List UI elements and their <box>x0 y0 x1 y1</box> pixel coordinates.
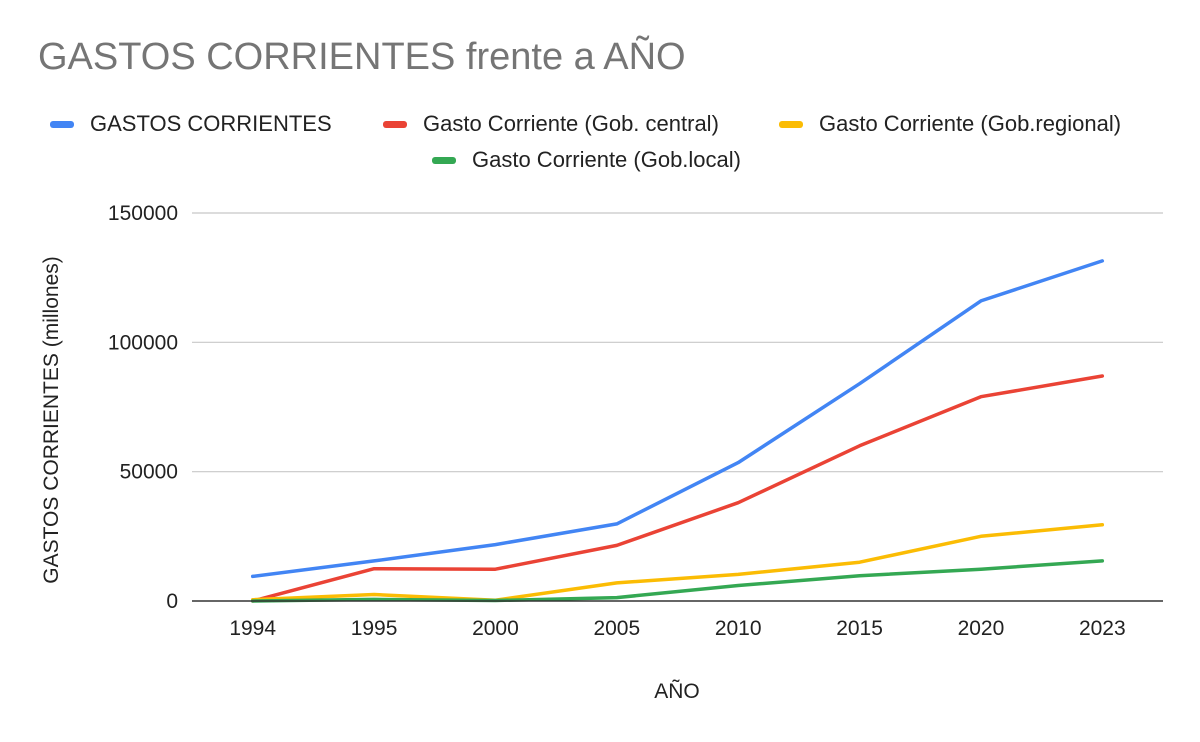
legend-swatch <box>432 156 456 164</box>
chart-title: GASTOS CORRIENTES frente a AÑO <box>38 36 686 78</box>
y-tick-label: 0 <box>166 590 178 613</box>
axes: 0 50000 100000 150000 1994 1995 2000 2005 2010 20… <box>108 202 1163 640</box>
x-tick-label: 2023 <box>1079 617 1126 640</box>
legend-item-gob-central[interactable]: Gasto Corriente (Gob. central) <box>383 106 719 142</box>
series-line-gasto-corriente-gob-local <box>250 559 1105 603</box>
y-tick-label: 50000 <box>120 461 178 484</box>
x-tick-label: 2000 <box>472 617 519 640</box>
series-lines <box>250 259 1105 603</box>
legend-item-gastos-corrientes[interactable]: GASTOS CORRIENTES <box>50 106 332 142</box>
legend-item-gob-regional[interactable]: Gasto Corriente (Gob.regional) <box>779 106 1121 142</box>
series-line-gasto-corriente-gob-central <box>250 374 1105 603</box>
series-line-gasto-corriente-gob-regional <box>250 522 1105 602</box>
legend-swatch <box>779 120 803 128</box>
legend-label: Gasto Corriente (Gob. central) <box>423 111 719 136</box>
x-tick-label: 2020 <box>958 617 1005 640</box>
x-tick-label: 2015 <box>836 617 883 640</box>
x-tick-label: 1994 <box>229 617 276 640</box>
legend-swatch <box>383 120 407 128</box>
legend-label: GASTOS CORRIENTES <box>90 111 332 136</box>
legend-label: Gasto Corriente (Gob.local) <box>472 147 741 172</box>
y-axis-title: GASTOS CORRIENTES (millones) <box>40 256 63 584</box>
x-axis-title: AÑO <box>654 679 700 703</box>
legend-label: Gasto Corriente (Gob.regional) <box>819 111 1122 136</box>
y-tick-label: 150000 <box>108 202 178 225</box>
series-line-gastos-corrientes <box>250 259 1105 579</box>
legend-item-gob-local[interactable]: Gasto Corriente (Gob.local) <box>432 142 741 178</box>
x-tick-label: 2010 <box>715 617 762 640</box>
x-tick-label: 1995 <box>351 617 398 640</box>
legend-swatch <box>50 120 74 128</box>
y-tick-label: 100000 <box>108 331 178 354</box>
x-tick-label: 2005 <box>593 617 640 640</box>
gridlines <box>192 212 1163 473</box>
